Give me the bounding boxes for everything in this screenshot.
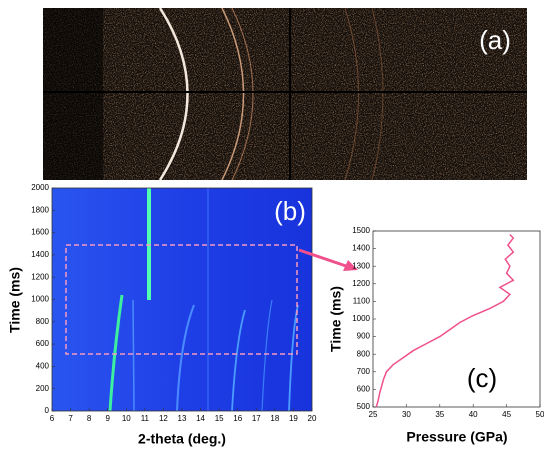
x-tick-label: 20 [308, 414, 317, 423]
y-tick-label: 800 [357, 349, 371, 358]
arrow [298, 248, 347, 268]
y-tick-label: 1400 [352, 244, 370, 253]
y-tick-label: 0 [45, 406, 50, 415]
x-tick-label: 6 [50, 414, 55, 423]
x-tick-label: 17 [252, 414, 261, 423]
y-tick-label: 1000 [31, 295, 49, 304]
x-tick-label: 40 [469, 410, 478, 419]
y-tick-label: 1000 [352, 314, 370, 323]
x-tick-label: 16 [233, 414, 242, 423]
y-tick-label: 2000 [31, 183, 49, 192]
y-tick-label: 1200 [31, 272, 49, 281]
x-tick-label: 7 [68, 414, 73, 423]
y-tick-label: 1100 [353, 297, 371, 306]
x-tick-label: 18 [270, 414, 279, 423]
x-tick-label: 15 [215, 414, 224, 423]
y-tick-label: 700 [357, 367, 371, 376]
panel-label: (a) [479, 25, 511, 55]
y-tick-label: 1300 [352, 261, 370, 270]
highlight-box [65, 244, 298, 355]
x-tick-label: 30 [402, 410, 411, 419]
x-axis-label: 2-theta (deg.) [138, 431, 226, 447]
y-tick-label: 1400 [31, 250, 49, 259]
y-tick-label: 1600 [31, 228, 49, 237]
x-tick-label: 10 [122, 414, 131, 423]
heatmap-image [52, 188, 312, 411]
x-tick-label: 13 [178, 414, 187, 423]
y-tick-label: 500 [357, 402, 371, 411]
y-tick-label: 400 [36, 362, 50, 371]
y-axis-label: Time (ms) [328, 286, 344, 352]
x-tick-label: 14 [196, 414, 205, 423]
y-axis-label: Time (ms) [7, 267, 23, 333]
x-tick-label: 25 [369, 410, 378, 419]
panel-label: (c) [467, 363, 497, 393]
x-tick-label: 11 [141, 414, 150, 423]
data-line [375, 233, 515, 408]
x-axis-label: Pressure (GPa) [406, 429, 507, 445]
plot-frame [372, 230, 541, 408]
detector-image [43, 8, 527, 180]
x-tick-label: 50 [536, 410, 544, 419]
x-tick-label: 35 [435, 410, 444, 419]
x-tick-label: 45 [502, 410, 511, 419]
panel-label: (b) [274, 196, 306, 226]
y-tick-label: 600 [357, 385, 371, 394]
y-tick-label: 800 [36, 317, 50, 326]
x-tick-label: 8 [87, 414, 92, 423]
x-tick-label: 19 [289, 414, 298, 423]
y-tick-label: 600 [36, 339, 50, 348]
arrow-head [343, 260, 358, 271]
x-tick-label: 9 [105, 414, 110, 423]
y-tick-label: 1800 [31, 205, 49, 214]
y-tick-label: 1500 [352, 226, 370, 235]
y-tick-label: 1200 [352, 279, 370, 288]
y-tick-label: 200 [36, 384, 50, 393]
x-tick-label: 12 [159, 414, 168, 423]
y-tick-label: 900 [357, 332, 371, 341]
